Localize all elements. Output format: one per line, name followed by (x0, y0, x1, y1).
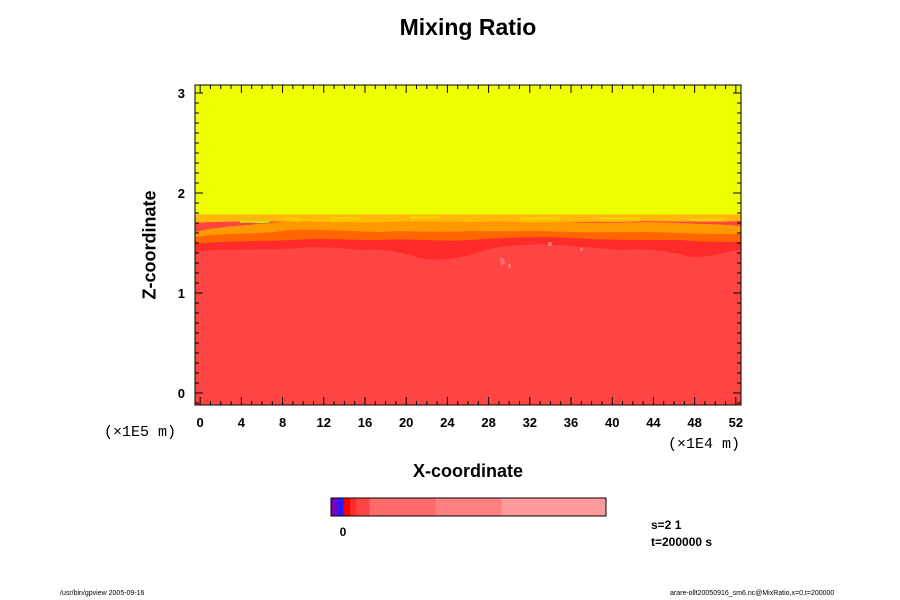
x-tick-label: 20 (399, 415, 413, 430)
s-value: s=2 1 (651, 518, 682, 532)
y-tick-label: 3 (178, 86, 185, 101)
plot-area (195, 85, 741, 405)
x-tick-label: 44 (646, 415, 661, 430)
colorbar-frame (330, 497, 607, 517)
x-tick-label: 52 (729, 415, 743, 430)
x-tick-label: 32 (523, 415, 537, 430)
transition-band-dark (195, 237, 741, 260)
chart-title: Mixing Ratio (399, 14, 537, 40)
x-tick-label: 16 (358, 415, 372, 430)
x-tick-label: 12 (317, 415, 331, 430)
colorbar-swatch (355, 498, 370, 516)
x-tick-label: 8 (279, 415, 286, 430)
x-axis-label: X-coordinate (412, 461, 523, 481)
colorbar-swatch (369, 498, 436, 516)
t-value: t=200000 s (651, 535, 713, 549)
y-tick-label: 1 (178, 286, 185, 301)
x-axis-ticks: 0 4 8 12 16 20 24 28 32 36 40 44 48 52 (197, 85, 743, 430)
x-axis-unit: (×1E4 m) (668, 436, 741, 453)
y-axis-ticks: 0 1 2 3 (178, 86, 741, 404)
x-tick-label: 36 (564, 415, 578, 430)
colorbar-swatch (343, 498, 351, 516)
colorbar-swatch (331, 498, 339, 516)
colorbar-swatch (501, 498, 607, 516)
x-tick-label: 28 (481, 415, 495, 430)
colorbar-swatch (350, 498, 357, 516)
x-tick-label: 0 (197, 415, 204, 430)
colorbar (330, 497, 607, 517)
x-tick-label: 40 (605, 415, 619, 430)
colorbar-label: 0 (340, 525, 347, 539)
x-tick-label: 24 (440, 415, 455, 430)
colorbar-swatch (337, 498, 344, 516)
footer-left: /usr/bin/gpview 2005-09-16 (60, 590, 145, 597)
colorbar-swatch (435, 498, 502, 516)
x-tick-label: 48 (687, 415, 701, 430)
y-tick-label: 2 (178, 186, 185, 201)
upper-layer-fill (195, 85, 741, 215)
small-patches (500, 242, 583, 268)
x-tick-label: 4 (238, 415, 246, 430)
footer-right: arare-ollt20050916_sm6.nc@MixRatio,x=0,t… (670, 590, 835, 597)
y-tick-label: 0 (178, 386, 185, 401)
y-axis-unit: (×1E5 m) (104, 424, 177, 441)
interface-band (195, 214, 741, 223)
